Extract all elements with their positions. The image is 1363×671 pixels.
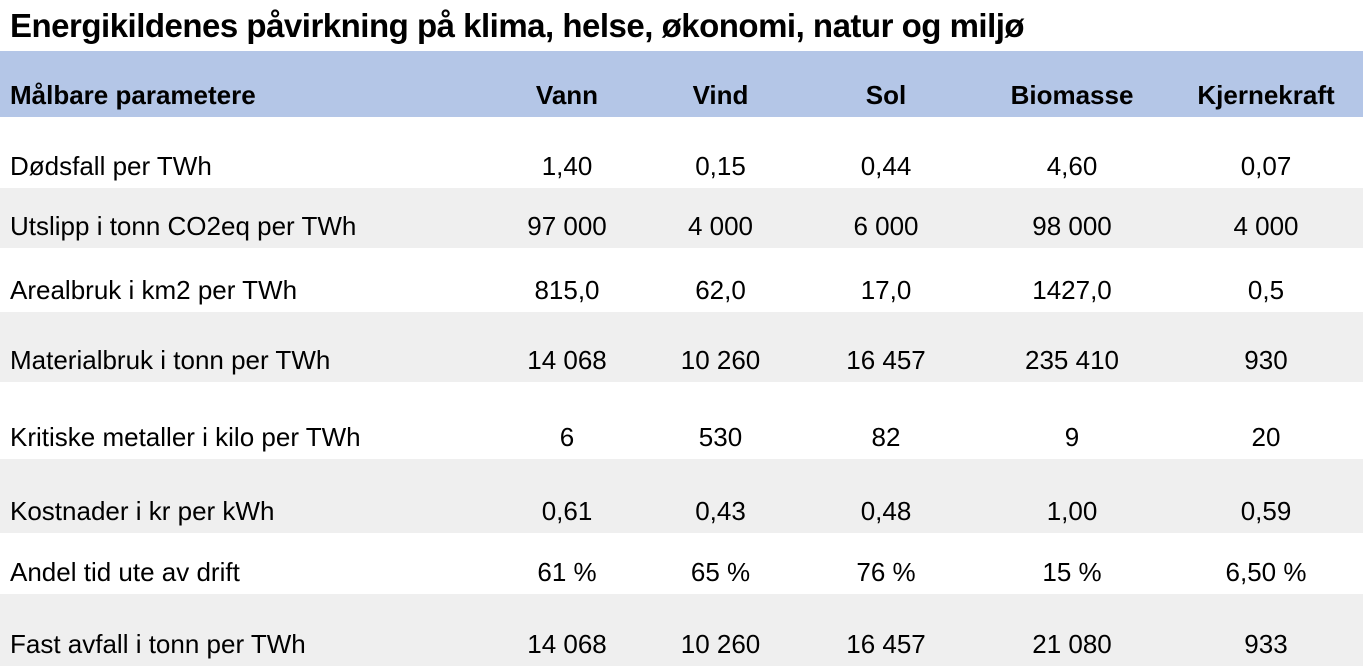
cell-value: 930 (1244, 345, 1288, 375)
table-row: Fast avfall i tonn per TWh 14 068 10 260 16… (0, 594, 1363, 666)
cell-value: 14 068 (527, 345, 607, 375)
table-row: Arealbruk i km2 per TWh 815,0 62,0 17,0 1427… (0, 248, 1363, 312)
cell-value: 10 260 (680, 629, 761, 659)
cell-value: 0,15 (695, 151, 746, 181)
cell-value: 815,0 (534, 275, 600, 305)
cell-value: 17,0 (860, 275, 912, 305)
cell-value: 0,44 (860, 151, 912, 181)
cell-value: 9 (1064, 422, 1080, 452)
cell-value: 0,43 (695, 496, 746, 526)
cell-value: 4 000 (1233, 211, 1299, 241)
column-header-biomasse: Biomasse (1010, 80, 1134, 110)
cell-value: 16 457 (846, 345, 926, 375)
cell-value: 6,50 % (1225, 557, 1307, 587)
column-header-sol: Sol (865, 80, 907, 110)
table-row: Materialbruk i tonn per TWh 14 068 10 260 1… (0, 312, 1363, 382)
cell-value: 235 410 (1025, 345, 1119, 375)
column-header-parameters: Målbare parametere (10, 80, 256, 110)
cell-value: 0,48 (860, 496, 912, 526)
cell-value: 62,0 (695, 275, 746, 305)
page-title: Energikildenes påvirkning på klima, hels… (10, 7, 1025, 44)
energy-impact-table: Målbare parametere Vann Vind Sol Biomass… (0, 51, 1363, 666)
table-row: Dødsfall per TWh 1,40 0,15 0,44 4,60 0,07 (0, 117, 1363, 188)
row-label: Utslipp i tonn CO2eq per TWh (10, 211, 357, 241)
cell-value: 98 000 (1032, 211, 1112, 241)
cell-value: 1427,0 (1032, 275, 1112, 305)
cell-value: 530 (698, 422, 743, 452)
cell-value: 0,07 (1240, 151, 1292, 181)
row-label: Dødsfall per TWh (10, 151, 212, 181)
cell-value: 15 % (1042, 557, 1102, 587)
row-label: Kritiske metaller i kilo per TWh (10, 422, 361, 452)
table-row: Utslipp i tonn CO2eq per TWh 97 000 4 000 6… (0, 188, 1363, 248)
cell-value: 4,60 (1046, 151, 1098, 181)
cell-value: 6 000 (853, 211, 919, 241)
cell-value: 10 260 (680, 345, 761, 375)
cell-value: 21 080 (1032, 629, 1112, 659)
cell-value: 6 (559, 422, 575, 452)
row-label: Fast avfall i tonn per TWh (10, 629, 306, 659)
header-row: Målbare parametere Vann Vind Sol Biomass… (0, 51, 1363, 117)
cell-value: 20 (1251, 422, 1281, 452)
row-label: Andel tid ute av drift (10, 557, 240, 587)
cell-value: 0,61 (541, 496, 593, 526)
cell-value: 97 000 (527, 211, 607, 241)
cell-value: 4 000 (687, 211, 754, 241)
cell-value: 82 (871, 422, 901, 452)
cell-value: 1,00 (1046, 496, 1098, 526)
cell-value: 65 % (690, 557, 751, 587)
cell-value: 1,40 (541, 151, 593, 181)
table-row: Kostnader i kr per kWh 0,61 0,43 0,48 1,00 0,… (0, 459, 1363, 533)
cell-value: 14 068 (527, 629, 607, 659)
row-label: Arealbruk i km2 per TWh (10, 275, 298, 305)
table-row: Andel tid ute av drift 61 % 65 % 76 % 15 % 6,… (0, 533, 1363, 594)
cell-value: 16 457 (846, 629, 926, 659)
column-header-vann: Vann (535, 80, 599, 110)
column-header-vind: Vind (692, 80, 749, 110)
cell-value: 61 % (537, 557, 597, 587)
cell-value: 76 % (856, 557, 916, 587)
column-header-kjernekraft: Kjernekraft (1197, 80, 1335, 110)
cell-value: 0,5 (1247, 275, 1285, 305)
row-label: Kostnader i kr per kWh (10, 496, 275, 526)
table-body: Dødsfall per TWh 1,40 0,15 0,44 4,60 0,07 Utsl… (0, 117, 1363, 666)
row-label: Materialbruk i tonn per TWh (10, 345, 331, 375)
table-row: Kritiske metaller i kilo per TWh 6 530 82 9 2… (0, 382, 1363, 459)
cell-value: 0,59 (1240, 496, 1292, 526)
cell-value: 933 (1244, 629, 1288, 659)
